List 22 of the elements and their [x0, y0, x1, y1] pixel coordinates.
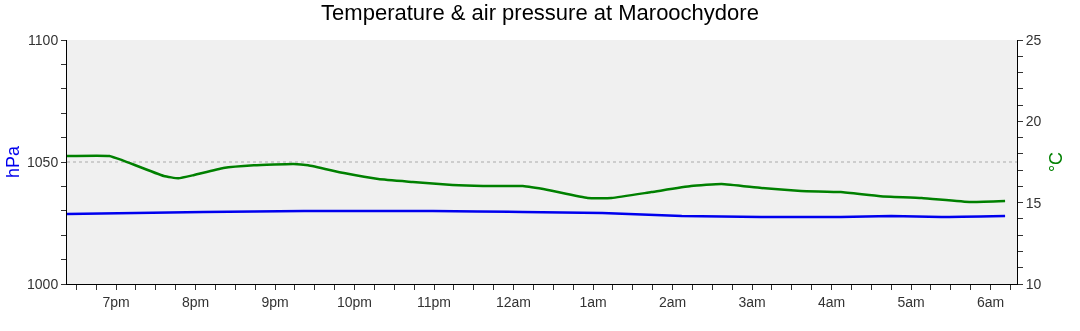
- x-tick-label: 7pm: [102, 293, 130, 310]
- x-tick-label: 5am: [897, 293, 925, 310]
- x-tick-label: 11pm: [417, 293, 452, 310]
- chart-title: Temperature & air pressure at Maroochydore: [321, 0, 759, 26]
- y-axis-title: hPa: [3, 145, 24, 179]
- y2-tick-label: 25: [1025, 31, 1042, 48]
- x-tick-label: 3am: [738, 293, 766, 310]
- y-tick-label: 1100: [28, 31, 59, 48]
- x-tick-label: 12am: [495, 293, 532, 310]
- x-tick-label: 6am: [976, 293, 1005, 310]
- x-tick-label: 4am: [817, 293, 846, 310]
- x-tick-label: 10pm: [337, 293, 373, 310]
- y2-tick-label: 20: [1025, 113, 1042, 130]
- x-tick-label: 2am: [658, 293, 687, 310]
- x-tick-label: 8pm: [181, 293, 210, 310]
- x-tick-label: 1am: [579, 293, 607, 310]
- y2-tick-label: 15: [1025, 194, 1042, 211]
- y2-axis-title: °C: [1045, 151, 1066, 173]
- y-tick-label: 1050: [27, 153, 59, 170]
- y-tick-label: 1000: [27, 275, 59, 292]
- y2-tick-label: 10: [1025, 275, 1042, 292]
- x-tick-label: 9pm: [261, 293, 289, 310]
